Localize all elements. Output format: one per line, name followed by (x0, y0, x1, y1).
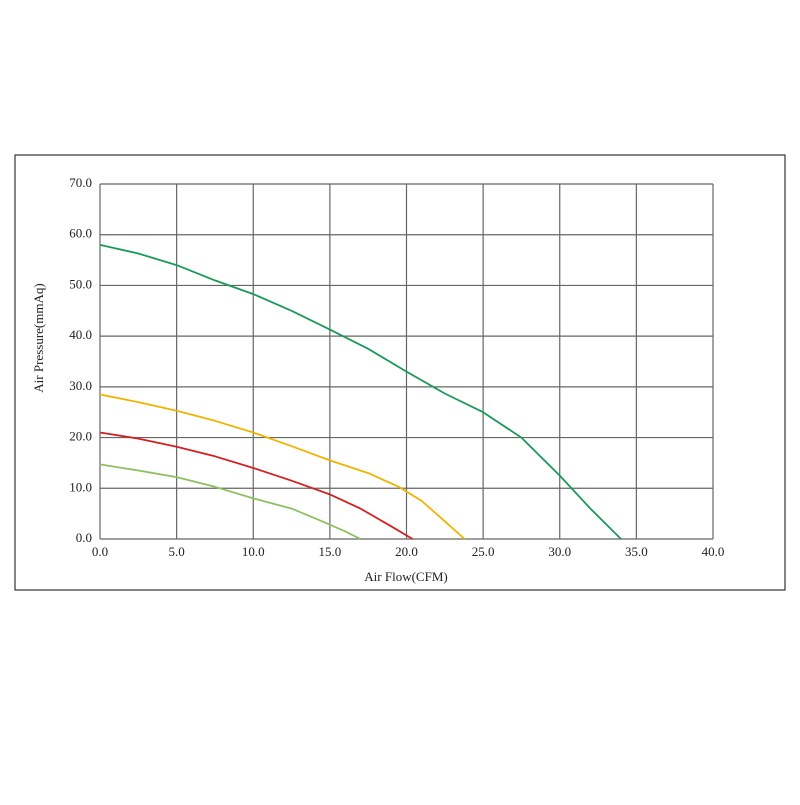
x-tick-label: 20.0 (395, 544, 418, 559)
x-tick-label: 15.0 (319, 544, 342, 559)
y-axis-label: Air Pressure(mmAq) (31, 283, 46, 392)
x-tick-label: 0.0 (92, 544, 108, 559)
line (99, 393, 466, 540)
y-tick-label: 50.0 (69, 276, 92, 291)
line (99, 463, 361, 540)
x-tick-label: 30.0 (548, 544, 571, 559)
y-tick-label: 0.0 (76, 530, 92, 545)
y-tick-label: 10.0 (69, 479, 92, 494)
y-tick-label: 70.0 (69, 175, 92, 190)
x-tick-label: 40.0 (702, 544, 725, 559)
x-tick-label: 25.0 (472, 544, 495, 559)
frame (14, 154, 786, 591)
y-tick-label: 60.0 (69, 226, 92, 241)
x-axis-label: Air Flow(CFM) (364, 569, 447, 584)
x-tick-label: 5.0 (169, 544, 185, 559)
x-tick-label: 10.0 (242, 544, 265, 559)
line (99, 244, 622, 540)
x-tick-label: 35.0 (625, 544, 648, 559)
y-tick-label: 40.0 (69, 327, 92, 342)
line (99, 431, 414, 540)
y-tick-label: 20.0 (69, 429, 92, 444)
y-tick-label: 30.0 (69, 378, 92, 393)
